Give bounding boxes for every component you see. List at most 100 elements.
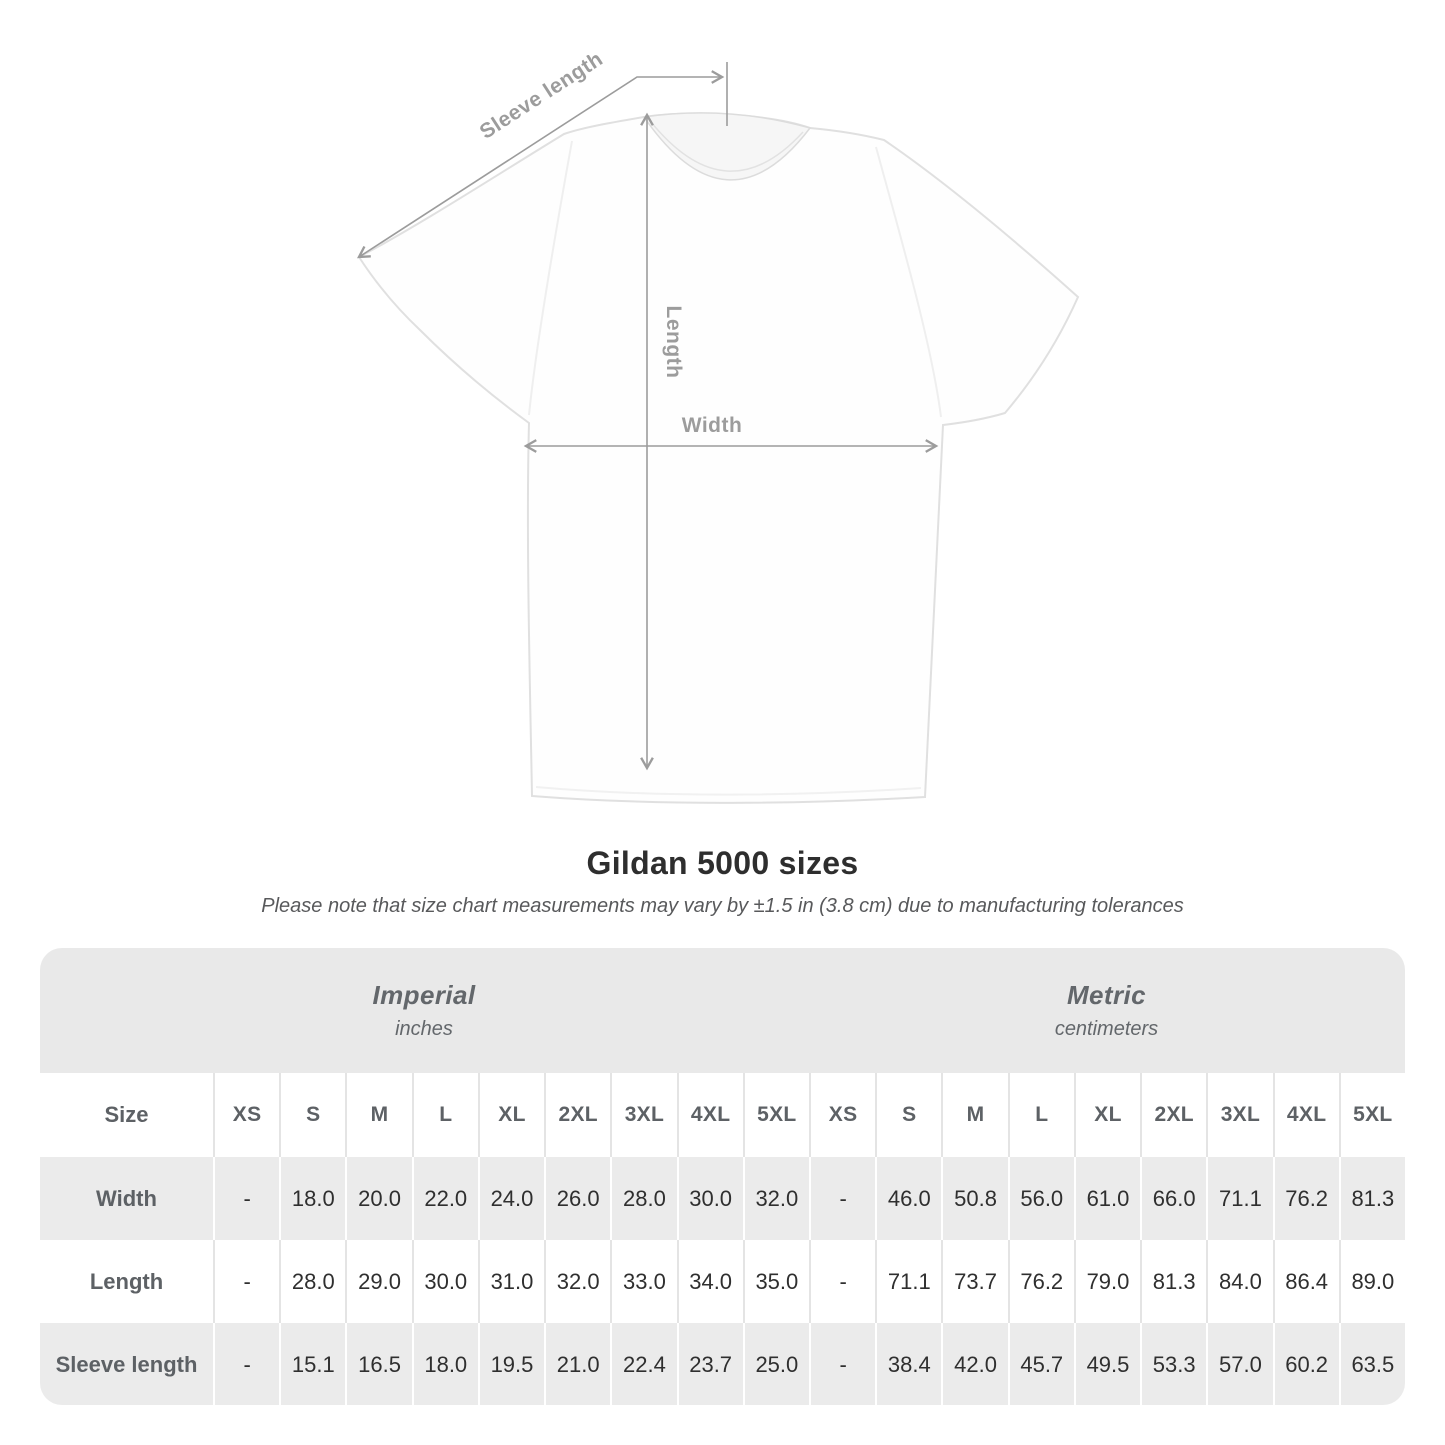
size-header-cell: M <box>941 1073 1007 1157</box>
width-value-cell: 26.0 <box>544 1157 610 1240</box>
length-row-label: Length <box>89 1268 164 1294</box>
sleeve-value-cell: 15.1 <box>279 1323 345 1405</box>
size-header-cell: M <box>345 1073 411 1157</box>
width-value-cell: 24.0 <box>477 1157 544 1240</box>
metric-unit: centimeters <box>1054 1018 1159 1040</box>
sleeve-imperial-values: -15.1 16.5 18.0 19.5 21.0 22.4 23.7 25.0 <box>213 1323 809 1405</box>
length-value-cell: 30.0 <box>411 1240 478 1323</box>
width-value-cell: 50.8 <box>941 1157 1007 1240</box>
right-armhole-seam <box>875 146 942 418</box>
length-value-cell: 81.3 <box>1140 1240 1206 1323</box>
length-label: Length <box>662 306 685 379</box>
width-value-cell: 71.1 <box>1206 1157 1272 1240</box>
width-value-cell: 30.0 <box>676 1157 743 1240</box>
length-value-cell: 28.0 <box>279 1240 345 1323</box>
length-value-cell: 32.0 <box>544 1240 610 1323</box>
sleeve-value-cell: 45.7 <box>1007 1323 1074 1405</box>
tshirt-diagram: Sleeve length Length Width <box>357 55 1080 804</box>
length-value-cell: - <box>809 1240 875 1323</box>
length-value-cell: 33.0 <box>610 1240 676 1323</box>
width-value-cell: 76.2 <box>1272 1157 1339 1240</box>
size-header-cell: XS <box>809 1073 875 1157</box>
size-header-cell: XL <box>1073 1073 1140 1157</box>
sleeve-value-cell: 63.5 <box>1338 1323 1405 1405</box>
sleeve-value-cell: 22.4 <box>610 1323 676 1405</box>
size-header-cell: 3XL <box>1206 1073 1272 1157</box>
length-value-cell: 86.4 <box>1272 1240 1339 1323</box>
sleeve-value-cell: - <box>213 1323 279 1405</box>
sleeve-value-cell: 49.5 <box>1073 1323 1140 1405</box>
sleeve-value-cell: 53.3 <box>1140 1323 1206 1405</box>
size-header-cell: 2XL <box>1140 1073 1206 1157</box>
length-value-cell: - <box>213 1240 279 1323</box>
length-value-cell: 29.0 <box>345 1240 411 1323</box>
length-value-cell: 76.2 <box>1007 1240 1074 1323</box>
page-title: Gildan 5000 sizes <box>586 845 859 881</box>
length-value-cell: 79.0 <box>1073 1240 1140 1323</box>
sleeve-length-row: Sleeve length -15.1 16.5 18.0 19.5 21.0 22.4 2… <box>40 1323 1405 1405</box>
metric-size-headers: XS S M L XL 2XL 3XL 4XL 5XL <box>809 1073 1405 1157</box>
sleeve-length-arrow <box>357 70 725 259</box>
sleeve-row-label: Sleeve length <box>55 1351 198 1377</box>
metric-section-header: Metric centimeters <box>808 948 1405 1073</box>
size-header-row: Size XS S M L XL 2XL 3XL 4XL 5XL XS S M L XL 2XL 3XL 4X… <box>40 1073 1405 1157</box>
imperial-unit: inches <box>395 1018 453 1040</box>
tolerance-note: Please note that size chart measurements… <box>261 895 1184 917</box>
imperial-size-headers: XS S M L XL 2XL 3XL 4XL 5XL <box>213 1073 809 1157</box>
length-imperial-values: -28.0 29.0 30.0 31.0 32.0 33.0 34.0 35.0 <box>213 1240 809 1323</box>
sleeve-value-cell: 16.5 <box>345 1323 411 1405</box>
length-row: Length -28.0 29.0 30.0 31.0 32.0 33.0 34.0 35.0… <box>40 1240 1405 1323</box>
sleeve-value-cell: 38.4 <box>875 1323 941 1405</box>
length-value-cell: 35.0 <box>742 1240 809 1323</box>
sleeve-value-cell: - <box>809 1323 875 1405</box>
width-value-cell: - <box>809 1157 875 1240</box>
imperial-title: Imperial <box>372 980 476 1010</box>
length-value-cell: 89.0 <box>1338 1240 1405 1323</box>
metric-title: Metric <box>1067 980 1146 1010</box>
width-value-cell: 61.0 <box>1073 1157 1140 1240</box>
length-value-cell: 73.7 <box>941 1240 1007 1323</box>
width-row: Width -18.0 20.0 22.0 24.0 26.0 28.0 30.0 32.0 … <box>40 1157 1405 1240</box>
size-header-cell: 5XL <box>1338 1073 1405 1157</box>
width-value-cell: - <box>213 1157 279 1240</box>
size-header-cell: L <box>411 1073 478 1157</box>
imperial-section-header: Imperial inches <box>40 948 808 1073</box>
sleeve-metric-values: -38.4 42.0 45.7 49.5 53.3 57.0 60.2 63.5 <box>809 1323 1405 1405</box>
width-row-label: Width <box>96 1185 157 1211</box>
width-value-cell: 46.0 <box>875 1157 941 1240</box>
sleeve-value-cell: 18.0 <box>411 1323 478 1405</box>
width-value-cell: 18.0 <box>279 1157 345 1240</box>
width-value-cell: 56.0 <box>1007 1157 1074 1240</box>
size-table: Imperial inches Metric centimeters Size … <box>40 948 1405 1405</box>
size-header-cell: 3XL <box>610 1073 676 1157</box>
size-header-cell: S <box>279 1073 345 1157</box>
width-value-cell: 32.0 <box>742 1157 809 1240</box>
length-value-cell: 84.0 <box>1206 1240 1272 1323</box>
size-header-cell: 4XL <box>1272 1073 1339 1157</box>
length-metric-values: -71.1 73.7 76.2 79.0 81.3 84.0 86.4 89.0 <box>809 1240 1405 1323</box>
sleeve-value-cell: 57.0 <box>1206 1323 1272 1405</box>
size-header-cell: XL <box>477 1073 544 1157</box>
size-header-cell: 2XL <box>544 1073 610 1157</box>
size-header-cell: L <box>1007 1073 1074 1157</box>
size-column-header: Size <box>104 1102 149 1127</box>
table-header-band: Imperial inches Metric centimeters <box>40 948 1405 1073</box>
width-label: Width <box>682 414 743 437</box>
sleeve-value-cell: 25.0 <box>742 1323 809 1405</box>
length-value-cell: 71.1 <box>875 1240 941 1323</box>
hem-stitch <box>535 786 922 796</box>
width-imperial-values: -18.0 20.0 22.0 24.0 26.0 28.0 30.0 32.0 <box>213 1157 809 1240</box>
size-header-cell: XS <box>213 1073 279 1157</box>
width-value-cell: 22.0 <box>411 1157 478 1240</box>
size-header-cell: 5XL <box>742 1073 809 1157</box>
size-header-cell: S <box>875 1073 941 1157</box>
width-metric-values: -46.0 50.8 56.0 61.0 66.0 71.1 76.2 81.3 <box>809 1157 1405 1240</box>
length-value-cell: 31.0 <box>477 1240 544 1323</box>
width-value-cell: 66.0 <box>1140 1157 1206 1240</box>
width-value-cell: 81.3 <box>1338 1157 1405 1240</box>
sleeve-value-cell: 60.2 <box>1272 1323 1339 1405</box>
sleeve-value-cell: 23.7 <box>676 1323 743 1405</box>
sleeve-value-cell: 42.0 <box>941 1323 1007 1405</box>
tshirt-body <box>357 112 1080 804</box>
